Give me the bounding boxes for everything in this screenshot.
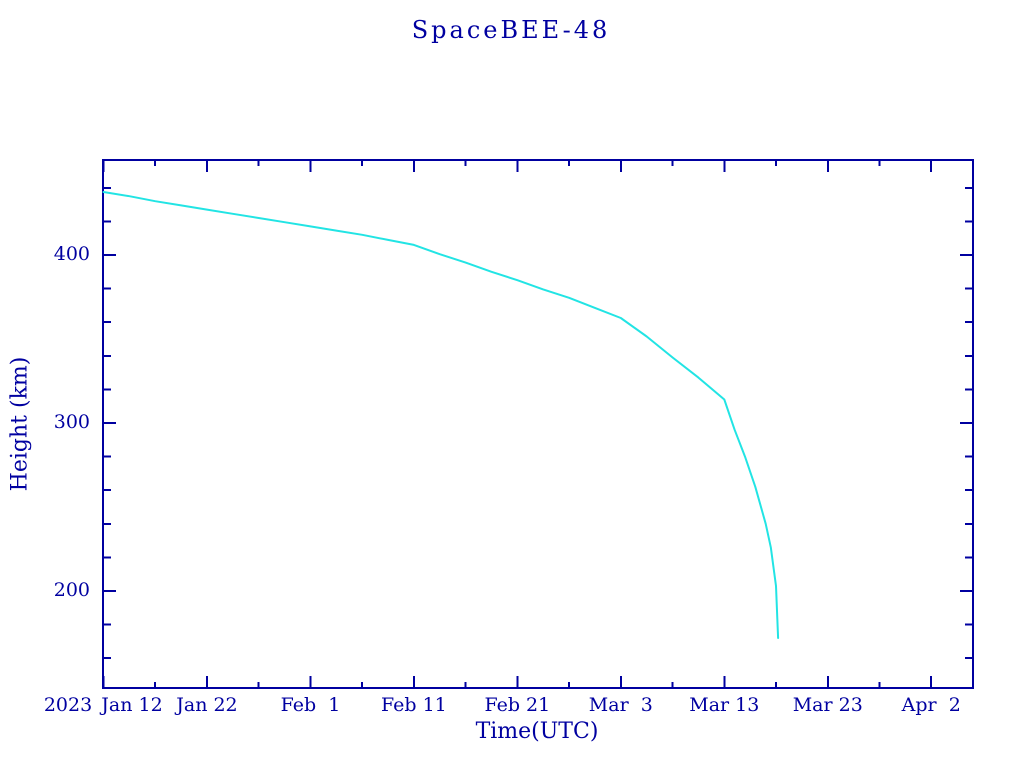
height-decay-curve — [102, 191, 780, 639]
x-tick-label: Mar 23 — [792, 694, 863, 716]
x-tick-label: Apr 2 — [901, 694, 961, 716]
x-tick-label: Feb 11 — [381, 694, 447, 716]
chart-title: SpaceBEE-48 — [411, 16, 611, 44]
y-tick-label: 200 — [53, 578, 90, 601]
x-tick-label: Mar 13 — [689, 694, 760, 716]
y-axis-title: Height (km) — [7, 356, 33, 492]
x-tick-label: Feb 21 — [484, 694, 551, 716]
plot-frame — [102, 159, 974, 689]
x-tick-label: Mar 3 — [588, 694, 653, 716]
y-tick-label: 400 — [53, 242, 90, 265]
x-axis-title: Time(UTC) — [475, 719, 599, 744]
y-tick-label: 300 — [53, 410, 90, 433]
x-axis-year-label: 2023 — [43, 694, 93, 716]
x-tick-label: Feb 1 — [280, 694, 341, 716]
x-tick-label: Jan 12 — [101, 694, 163, 716]
x-tick-label: Jan 22 — [176, 694, 238, 716]
